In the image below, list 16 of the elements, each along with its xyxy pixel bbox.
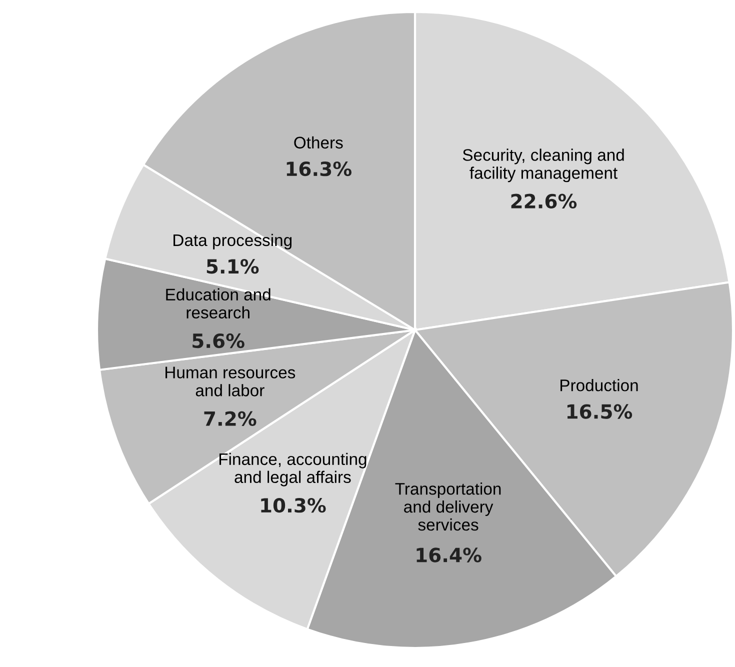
slice-label: Finance, accounting and legal affairs: [219, 452, 366, 486]
data-label: 16.5%: [567, 404, 632, 419]
data-label: 7.2%: [204, 411, 256, 426]
slice-label: Others: [294, 136, 343, 149]
data-label: 16.4%: [416, 548, 482, 562]
data-label: 5.1%: [206, 259, 259, 274]
slice-label: Security, cleaning and facility management: [462, 148, 624, 182]
data-label: 16.3%: [286, 161, 352, 176]
slice-label: Transportation and delivery services: [395, 482, 501, 531]
data-label: 22.6%: [511, 194, 577, 209]
slice-label: Human resources and labor: [166, 366, 296, 396]
slice-label: Data processing: [174, 234, 292, 250]
slice-label: Production: [560, 379, 638, 392]
data-label: 5.6%: [192, 333, 244, 348]
data-label: 10.3%: [261, 498, 326, 513]
slice-label: Education and research: [166, 288, 270, 318]
